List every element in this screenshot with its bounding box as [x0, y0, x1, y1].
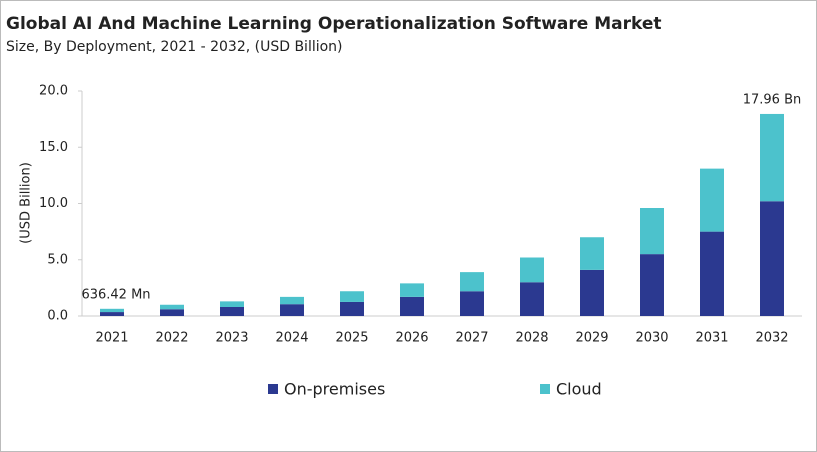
y-axis-label: (USD Billion)	[19, 162, 34, 244]
x-tick-label: 2026	[395, 331, 428, 346]
bar-segment	[220, 301, 244, 307]
bar-segment	[400, 296, 424, 316]
bar-segment	[100, 312, 124, 316]
bar-segment	[640, 254, 664, 316]
bar-segment	[160, 309, 184, 316]
chart-title: Global AI And Machine Learning Operation…	[6, 14, 662, 34]
bar-segment	[700, 231, 724, 316]
x-tick-label: 2025	[335, 331, 368, 346]
y-tick-label: 20.0	[39, 84, 68, 99]
y-tick-label: 5.0	[47, 252, 68, 267]
bar-segment	[280, 304, 304, 316]
bar-segment	[100, 308, 124, 313]
bar-segment	[760, 201, 784, 316]
legend-label: Cloud	[556, 380, 602, 399]
bar-segment	[460, 272, 484, 292]
bar-segment	[340, 291, 364, 302]
x-tick-label: 2024	[275, 331, 308, 346]
bar-segment	[340, 301, 364, 316]
bar-segment	[520, 282, 544, 316]
bar-segment	[520, 257, 544, 283]
bar-segment	[400, 283, 424, 297]
x-tick-label: 2022	[155, 331, 188, 346]
x-tick-label: 2021	[95, 331, 128, 346]
bar-segment	[760, 113, 784, 202]
annotation: 17.96 Bn	[743, 92, 802, 107]
annotation: 636.42 Mn	[81, 287, 150, 302]
bar-segment	[580, 237, 604, 270]
bar-segment	[280, 296, 304, 305]
x-tick-label: 2032	[755, 331, 788, 346]
bar-segment	[220, 307, 244, 316]
bar-segment	[700, 168, 724, 232]
x-tick-label: 2027	[455, 331, 488, 346]
y-tick-label: 0.0	[47, 309, 68, 324]
chart-subtitle: Size, By Deployment, 2021 - 2032, (USD B…	[6, 39, 343, 55]
bar-segment	[640, 208, 664, 255]
x-tick-label: 2030	[635, 331, 668, 346]
bar-segment	[460, 291, 484, 316]
x-tick-label: 2028	[515, 331, 548, 346]
x-tick-label: 2023	[215, 331, 248, 346]
legend-swatch	[268, 384, 278, 394]
legend-swatch	[540, 384, 550, 394]
bar-segment	[580, 269, 604, 316]
x-tick-label: 2029	[575, 331, 608, 346]
x-tick-label: 2031	[695, 331, 728, 346]
bar-segment	[160, 304, 184, 310]
y-tick-label: 10.0	[39, 196, 68, 211]
legend-label: On-premises	[284, 380, 385, 399]
y-tick-label: 15.0	[39, 140, 68, 155]
